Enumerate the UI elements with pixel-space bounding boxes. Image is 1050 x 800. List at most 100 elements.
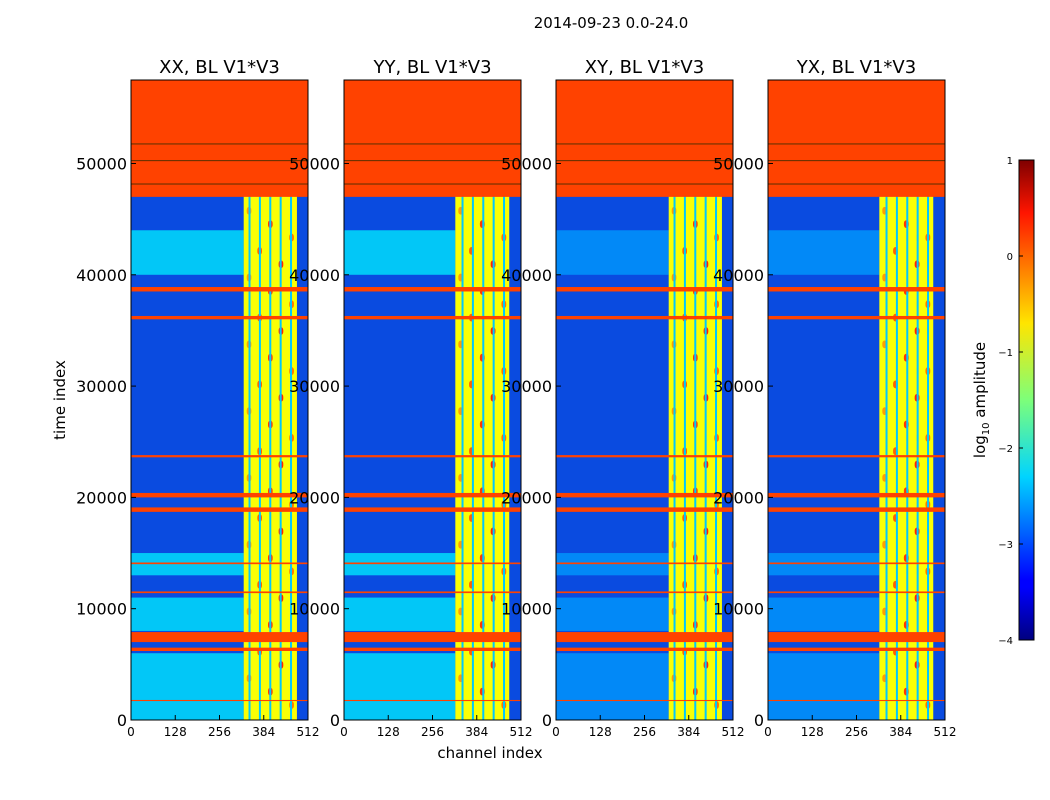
y-tick-label: 30000 <box>713 377 764 396</box>
heatmap-stripe <box>492 80 495 720</box>
flag-line <box>131 143 308 145</box>
x-tick-label: 0 <box>552 725 560 739</box>
heatmap-cell <box>131 230 244 275</box>
flagged-row <box>344 315 521 320</box>
flagged-row <box>344 80 521 197</box>
x-tick-label: 512 <box>297 725 320 739</box>
flag-line <box>344 160 521 162</box>
y-tick-label: 0 <box>330 711 340 730</box>
flagged-row <box>344 287 521 292</box>
x-tick-label: 384 <box>677 725 700 739</box>
flag-line <box>768 183 945 185</box>
heatmap-stripe <box>258 80 261 720</box>
flagged-row <box>768 647 945 651</box>
y-tick-label: 30000 <box>76 377 127 396</box>
flagged-row <box>131 647 308 651</box>
y-tick-label: 0 <box>754 711 764 730</box>
flagged-row <box>344 647 521 651</box>
flagged-row <box>556 647 733 651</box>
heatmap-panel: XX, BL V1*V3 0 10000 20000 30000 40000 50000 0 1… <box>76 57 319 739</box>
y-tick-label: 10000 <box>713 600 764 619</box>
flagged-row <box>131 287 308 292</box>
colorbar-tick-label: −4 <box>998 636 1013 647</box>
heatmap-panel: XY, BL V1*V3 0 10000 20000 30000 40000 50000 0 1… <box>501 57 744 739</box>
flagged-row <box>768 507 945 512</box>
heatmap-cell <box>344 230 456 275</box>
x-tick-label: 0 <box>127 725 135 739</box>
y-tick-label: 30000 <box>289 377 340 396</box>
x-axis-label: channel index <box>437 744 542 762</box>
y-tick-label: 40000 <box>76 266 127 285</box>
x-tick-label: 256 <box>208 725 231 739</box>
flagged-row <box>768 699 945 702</box>
flagged-row <box>556 80 733 197</box>
heatmap-stripe <box>471 80 474 720</box>
flag-line <box>556 183 733 185</box>
y-tick-label: 20000 <box>289 488 340 507</box>
y-tick-label: 50000 <box>713 154 764 173</box>
flagged-row <box>556 315 733 320</box>
panels: XX, BL V1*V3 0 10000 20000 30000 40000 50000 0 1… <box>76 57 956 739</box>
y-tick-label: 30000 <box>501 377 552 396</box>
flagged-row <box>768 315 945 320</box>
figure-title: 2014-09-23 0.0-24.0 <box>534 14 689 32</box>
flagged-row <box>556 699 733 702</box>
x-tick-label: 0 <box>764 725 772 739</box>
x-tick-label: 384 <box>465 725 488 739</box>
y-tick-label: 50000 <box>76 154 127 173</box>
flagged-row <box>556 455 733 458</box>
heatmap-body <box>131 80 308 720</box>
colorbar-tick-label: 1 <box>1007 156 1013 167</box>
heatmap-stripe <box>279 80 282 720</box>
heatmap-stripe <box>906 80 909 720</box>
y-axis-label: time index <box>51 360 69 440</box>
flagged-row <box>131 455 308 458</box>
heatmap-stripe <box>895 80 898 720</box>
y-tick-label: 50000 <box>289 154 340 173</box>
heatmap-body <box>344 80 521 720</box>
flagged-row <box>768 455 945 458</box>
heatmap-cell <box>768 653 880 720</box>
x-tick-label: 512 <box>934 725 957 739</box>
flagged-row <box>556 507 733 512</box>
heatmap-stripe <box>461 80 464 720</box>
flagged-row <box>131 591 308 594</box>
flagged-row <box>344 455 521 458</box>
flag-line <box>344 183 521 185</box>
flagged-row <box>556 562 733 565</box>
heatmap-cell <box>556 597 669 631</box>
heatmap-stripe <box>916 80 919 720</box>
y-tick-label: 10000 <box>76 600 127 619</box>
flagged-row <box>768 287 945 292</box>
x-tick-label: 256 <box>845 725 868 739</box>
panel-title: XX, BL V1*V3 <box>159 57 280 78</box>
panel-title: YX, BL V1*V3 <box>796 57 916 78</box>
flagged-row <box>131 492 308 498</box>
x-tick-label: 0 <box>340 725 348 739</box>
colorbar: log10 amplitude 1 0 −1 −2 −3 −4 <box>971 156 1035 647</box>
x-tick-label: 384 <box>889 725 912 739</box>
flagged-row <box>768 562 945 565</box>
flag-line <box>131 160 308 162</box>
x-tick-label: 128 <box>164 725 187 739</box>
colorbar-gradient <box>1018 159 1035 641</box>
heatmap-cell <box>556 230 669 275</box>
flag-line <box>131 183 308 185</box>
flagged-row <box>768 632 945 643</box>
y-tick-label: 0 <box>117 711 127 730</box>
flag-line <box>556 160 733 162</box>
x-tick-label: 256 <box>421 725 444 739</box>
flagged-row <box>131 80 308 197</box>
flag-line <box>556 143 733 145</box>
colorbar-tick-label: 0 <box>1007 252 1013 263</box>
heatmap-cell <box>344 653 456 720</box>
y-tick-label: 50000 <box>501 154 552 173</box>
flagged-row <box>768 80 945 197</box>
flagged-row <box>556 492 733 498</box>
colorbar-label: log10 amplitude <box>971 342 992 458</box>
heatmap-stripe <box>482 80 485 720</box>
x-tick-label: 512 <box>722 725 745 739</box>
colorbar-tick-label: −3 <box>998 540 1013 551</box>
y-tick-label: 20000 <box>713 488 764 507</box>
flagged-row <box>344 632 521 643</box>
